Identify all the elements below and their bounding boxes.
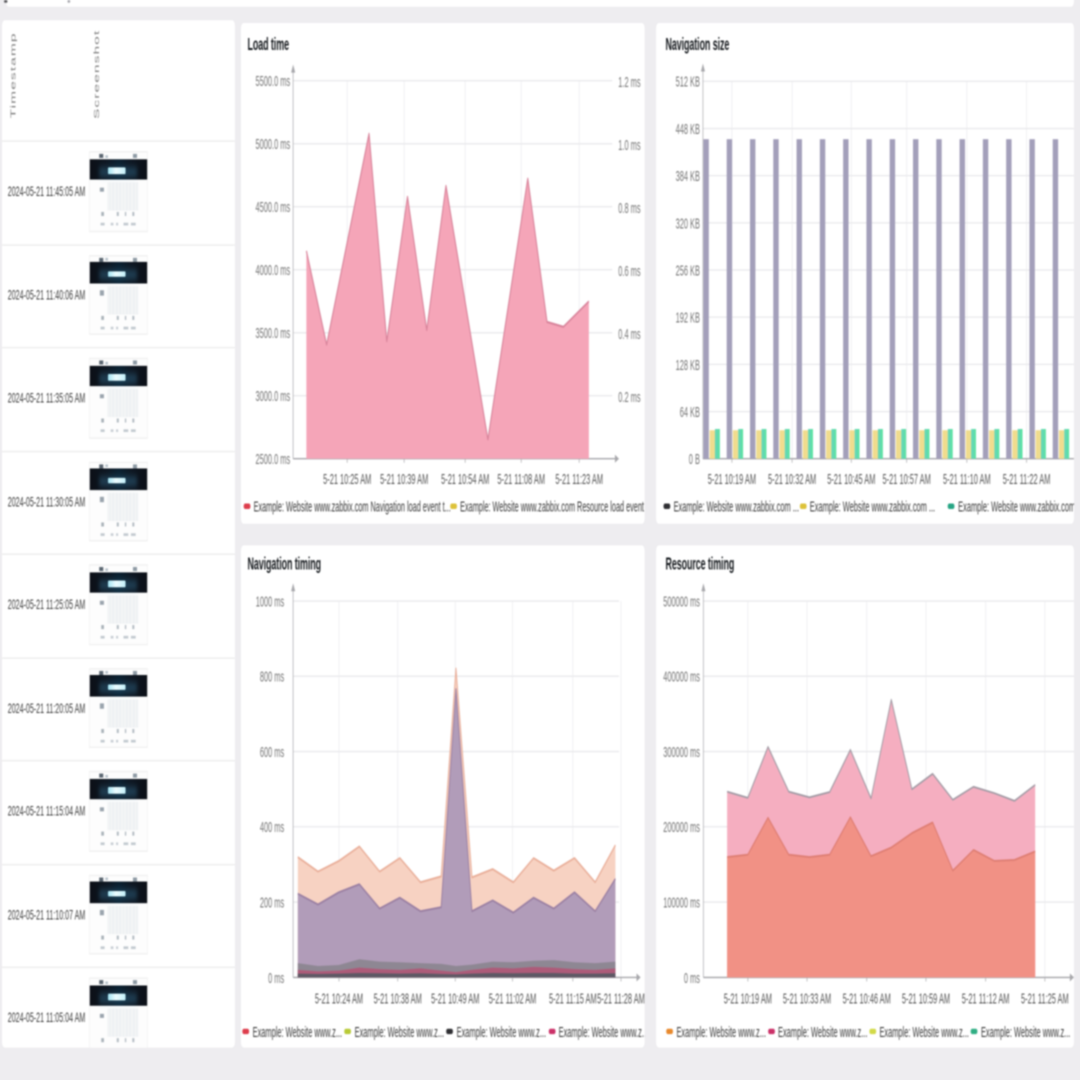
svg-text:5-21 11:12 AM: 5-21 11:12 AM xyxy=(962,991,1010,1007)
svg-text:5-21 11:10 AM: 5-21 11:10 AM xyxy=(943,471,991,487)
svg-text:5-21 10:57 AM: 5-21 10:57 AM xyxy=(882,471,930,487)
svg-text:100000 ms: 100000 ms xyxy=(663,895,700,911)
svg-text:1.0 ms: 1.0 ms xyxy=(618,137,640,153)
svg-text:2500.0 ms: 2500.0 ms xyxy=(255,452,290,468)
svg-text:0 ms: 0 ms xyxy=(268,971,284,987)
svg-text:384 KB: 384 KB xyxy=(676,169,700,185)
svg-text:800 ms: 800 ms xyxy=(260,669,284,685)
svg-text:5-21 11:08 AM: 5-21 11:08 AM xyxy=(497,471,545,487)
svg-text:4500.0 ms: 4500.0 ms xyxy=(255,200,290,216)
svg-text:1.2 ms: 1.2 ms xyxy=(618,74,640,90)
svg-text:400 ms: 400 ms xyxy=(260,820,284,836)
svg-text:0.6 ms: 0.6 ms xyxy=(618,263,640,279)
svg-text:128 KB: 128 KB xyxy=(676,357,700,373)
svg-text:5-21 11:02 AM: 5-21 11:02 AM xyxy=(488,991,536,1007)
svg-text:200000 ms: 200000 ms xyxy=(663,820,700,836)
svg-text:512 KB: 512 KB xyxy=(676,74,700,90)
svg-text:256 KB: 256 KB xyxy=(676,263,700,279)
svg-text:5-21 10:32 AM: 5-21 10:32 AM xyxy=(768,471,816,487)
svg-text:5-21 10:54 AM: 5-21 10:54 AM xyxy=(441,471,489,487)
svg-text:5500.0 ms: 5500.0 ms xyxy=(255,74,290,90)
svg-text:5-21 11:25 AM: 5-21 11:25 AM xyxy=(1021,991,1069,1007)
svg-text:0.2 ms: 0.2 ms xyxy=(618,389,640,405)
svg-text:5-21 10:33 AM: 5-21 10:33 AM xyxy=(783,991,831,1007)
svg-text:0 ms: 0 ms xyxy=(684,971,700,987)
svg-text:64 KB: 64 KB xyxy=(680,405,700,421)
svg-text:0 B: 0 B xyxy=(689,452,700,468)
svg-text:500000 ms: 500000 ms xyxy=(663,594,700,610)
svg-text:0.4 ms: 0.4 ms xyxy=(618,326,640,342)
svg-text:5-21 10:19 AM: 5-21 10:19 AM xyxy=(724,991,772,1007)
svg-text:5-21 10:46 AM: 5-21 10:46 AM xyxy=(843,991,891,1007)
svg-text:5-21 10:38 AM: 5-21 10:38 AM xyxy=(373,991,421,1007)
svg-text:4000.0 ms: 4000.0 ms xyxy=(255,263,290,279)
svg-text:5-21 11:15 AM: 5-21 11:15 AM xyxy=(549,991,597,1007)
svg-text:5-21 10:59 AM: 5-21 10:59 AM xyxy=(902,991,950,1007)
svg-text:200 ms: 200 ms xyxy=(260,895,284,911)
svg-text:3500.0 ms: 3500.0 ms xyxy=(255,326,290,342)
svg-text:5-21 10:25 AM: 5-21 10:25 AM xyxy=(323,471,371,487)
svg-text:5-21 10:39 AM: 5-21 10:39 AM xyxy=(380,471,428,487)
svg-text:300000 ms: 300000 ms xyxy=(663,745,700,761)
svg-text:600 ms: 600 ms xyxy=(260,745,284,761)
svg-text:192 KB: 192 KB xyxy=(676,310,700,326)
svg-text:5-21 11:28 AM: 5-21 11:28 AM xyxy=(597,991,644,1007)
svg-text:5-21 10:45 AM: 5-21 10:45 AM xyxy=(827,471,875,487)
svg-text:1000 ms: 1000 ms xyxy=(256,594,285,610)
svg-text:5-21 10:49 AM: 5-21 10:49 AM xyxy=(431,991,479,1007)
svg-text:320 KB: 320 KB xyxy=(676,216,700,232)
svg-text:0.8 ms: 0.8 ms xyxy=(618,200,640,216)
svg-text:5000.0 ms: 5000.0 ms xyxy=(255,137,290,153)
svg-text:400000 ms: 400000 ms xyxy=(663,669,700,685)
svg-text:5-21 10:19 AM: 5-21 10:19 AM xyxy=(708,471,756,487)
svg-text:5-21 11:23 AM: 5-21 11:23 AM xyxy=(555,471,603,487)
svg-text:5-21 11:22 AM: 5-21 11:22 AM xyxy=(1003,471,1051,487)
svg-text:5-21 10:24 AM: 5-21 10:24 AM xyxy=(315,991,363,1007)
svg-text:3000.0 ms: 3000.0 ms xyxy=(255,389,290,405)
svg-text:448 KB: 448 KB xyxy=(676,122,700,138)
